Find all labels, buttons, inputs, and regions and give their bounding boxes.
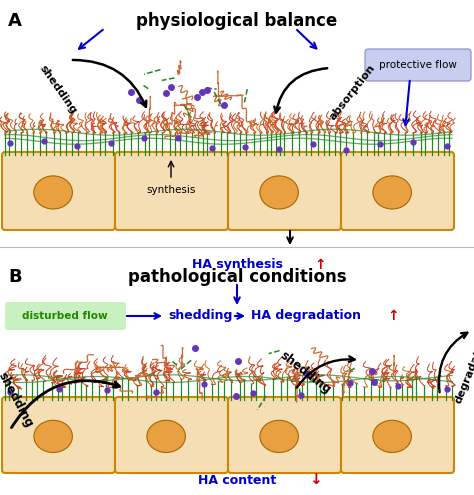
Text: A: A — [8, 12, 22, 30]
Text: pathological conditions: pathological conditions — [128, 268, 346, 286]
Text: physiological balance: physiological balance — [137, 12, 337, 30]
FancyBboxPatch shape — [2, 152, 115, 230]
Text: HA degradation: HA degradation — [251, 309, 361, 323]
Text: absorption: absorption — [327, 62, 377, 122]
FancyBboxPatch shape — [115, 397, 228, 473]
Text: HA content: HA content — [198, 474, 276, 487]
Ellipse shape — [147, 420, 185, 452]
Text: B: B — [8, 268, 22, 286]
Ellipse shape — [260, 176, 299, 209]
Ellipse shape — [373, 420, 411, 452]
Ellipse shape — [260, 420, 299, 452]
Ellipse shape — [34, 420, 73, 452]
FancyBboxPatch shape — [5, 302, 126, 330]
Ellipse shape — [34, 176, 73, 209]
Text: shedding: shedding — [0, 370, 35, 430]
Text: synthesis: synthesis — [146, 185, 196, 195]
Text: shedding: shedding — [168, 309, 232, 323]
FancyBboxPatch shape — [341, 152, 454, 230]
FancyBboxPatch shape — [341, 397, 454, 473]
FancyBboxPatch shape — [2, 397, 115, 473]
Text: shedding: shedding — [277, 349, 333, 397]
FancyBboxPatch shape — [228, 152, 341, 230]
Text: protective flow: protective flow — [379, 60, 457, 70]
Text: ↓: ↓ — [309, 473, 321, 488]
FancyBboxPatch shape — [365, 49, 471, 81]
Text: degradation: degradation — [453, 331, 474, 405]
Ellipse shape — [373, 176, 411, 209]
FancyBboxPatch shape — [228, 397, 341, 473]
Text: shedding: shedding — [37, 64, 79, 116]
Text: HA synthesis: HA synthesis — [191, 258, 283, 271]
FancyBboxPatch shape — [115, 152, 228, 230]
Text: ↑: ↑ — [314, 258, 326, 272]
Text: ↑: ↑ — [387, 309, 399, 323]
Text: disturbed flow: disturbed flow — [22, 311, 108, 321]
